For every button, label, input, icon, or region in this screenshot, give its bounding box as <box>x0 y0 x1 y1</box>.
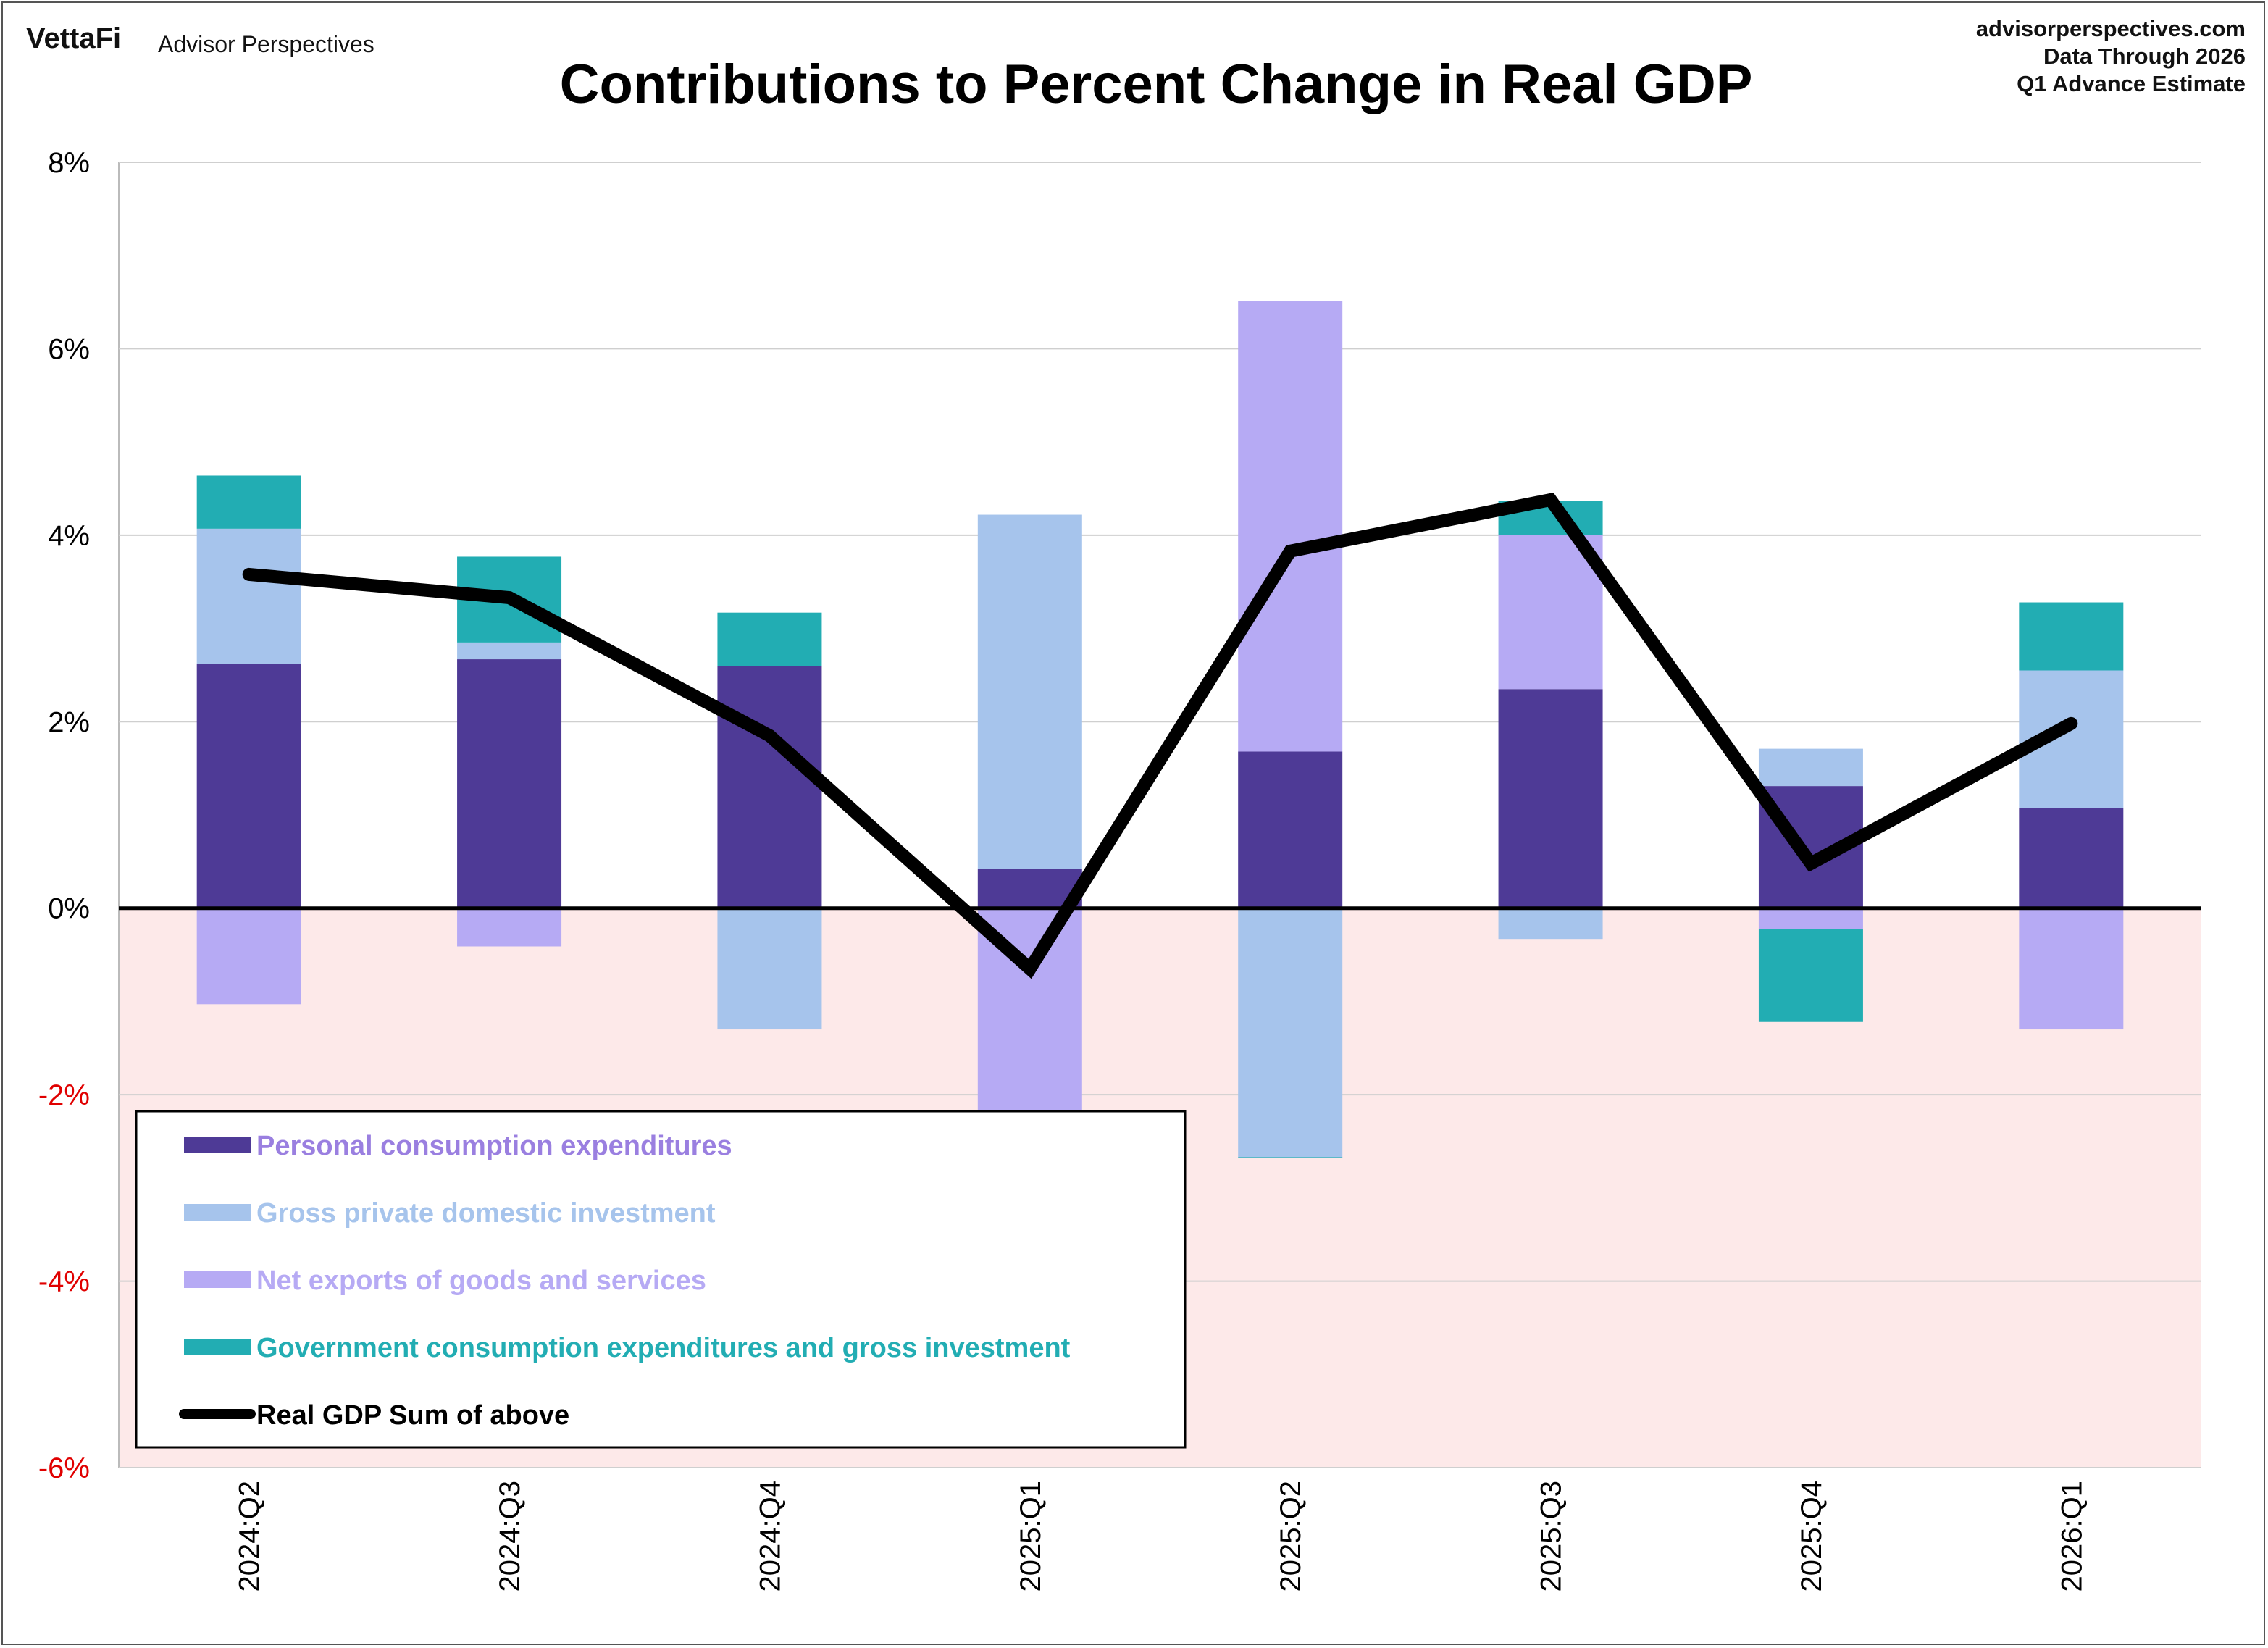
bar-investment <box>1758 748 1863 787</box>
legend-label-pce: Personal consumption expenditures <box>256 1131 732 1161</box>
y-tick-label: 4% <box>48 520 90 552</box>
bar-net-exports <box>1238 301 1343 752</box>
x-tick-label: 2025:Q2 <box>1275 1481 1307 1591</box>
y-tick-label: -2% <box>38 1079 90 1111</box>
bar-investment <box>977 514 1082 869</box>
bar-net-exports <box>196 908 301 1005</box>
bar-net-exports <box>457 908 562 947</box>
legend-swatch-pce <box>184 1137 251 1153</box>
bar-investment <box>717 908 822 1030</box>
bar-government <box>196 475 301 529</box>
x-tick-label: 2025:Q3 <box>1536 1481 1568 1591</box>
bar-pce <box>457 659 562 908</box>
bars <box>196 301 2124 1158</box>
y-axis-ticks: 8% 6% 4% 2% 0% -2% -4% -6% <box>38 147 90 1484</box>
legend-swatch-net-exports <box>184 1271 251 1288</box>
x-tick-label: 2025:Q4 <box>1796 1481 1828 1591</box>
y-tick-label: 2% <box>48 706 90 738</box>
bar-pce <box>2019 808 2124 908</box>
bar-government <box>1758 929 1863 1022</box>
brand-subtitle: Advisor Perspectives <box>158 31 374 57</box>
source-website: advisorperspectives.com <box>1976 16 2246 41</box>
y-tick-label: 6% <box>48 333 90 365</box>
y-tick-label: 0% <box>48 893 90 925</box>
bar-pce <box>717 666 822 908</box>
source-data-through: Data Through 2026 <box>2043 43 2246 69</box>
bar-investment <box>1238 908 1343 1158</box>
bar-government <box>1238 1157 1343 1158</box>
bar-pce <box>1498 689 1603 908</box>
source-estimate: Q1 Advance Estimate <box>2017 71 2246 96</box>
bar-investment <box>1498 908 1603 940</box>
bar-investment <box>196 528 301 664</box>
bar-government <box>2019 602 2124 671</box>
legend-label-investment: Gross private domestic investment <box>256 1198 716 1229</box>
chart-title: Contributions to Percent Change in Real … <box>560 54 1753 115</box>
gdp-line <box>242 492 2078 979</box>
legend-box <box>135 1110 1187 1449</box>
x-axis-ticks: 2024:Q2 2024:Q3 2024:Q4 2025:Q1 2025:Q2 2025:… <box>234 1481 2088 1591</box>
bar-pce <box>196 664 301 908</box>
bar-net-exports <box>2019 908 2124 1030</box>
bar-investment <box>457 642 562 660</box>
bar-net-exports <box>1498 535 1603 690</box>
y-tick-label: 8% <box>48 147 90 179</box>
legend: Personal consumption expenditures Gross … <box>135 1110 1187 1449</box>
legend-swatch-investment <box>184 1204 251 1221</box>
chart: VettaFi Advisor Perspectives Contributio… <box>26 16 2246 1591</box>
y-tick-label: -6% <box>38 1452 90 1484</box>
bar-net-exports <box>1758 908 1863 929</box>
y-tick-label: -4% <box>38 1266 90 1298</box>
real-gdp-line <box>242 492 2078 979</box>
x-tick-label: 2025:Q1 <box>1015 1481 1047 1591</box>
legend-label-net-exports: Net exports of goods and services <box>256 1266 706 1296</box>
bar-government <box>717 612 822 666</box>
x-tick-label: 2024:Q4 <box>754 1481 786 1591</box>
x-tick-label: 2026:Q1 <box>2056 1481 2088 1591</box>
brand-logo: VettaFi <box>26 22 121 54</box>
legend-label-government: Government consumption expenditures and … <box>256 1333 1071 1363</box>
legend-swatch-government <box>184 1339 251 1355</box>
x-tick-label: 2024:Q2 <box>234 1481 266 1591</box>
x-tick-label: 2024:Q3 <box>494 1481 526 1591</box>
legend-label-real-gdp: Real GDP Sum of above <box>256 1400 569 1431</box>
bar-pce <box>1238 751 1343 908</box>
